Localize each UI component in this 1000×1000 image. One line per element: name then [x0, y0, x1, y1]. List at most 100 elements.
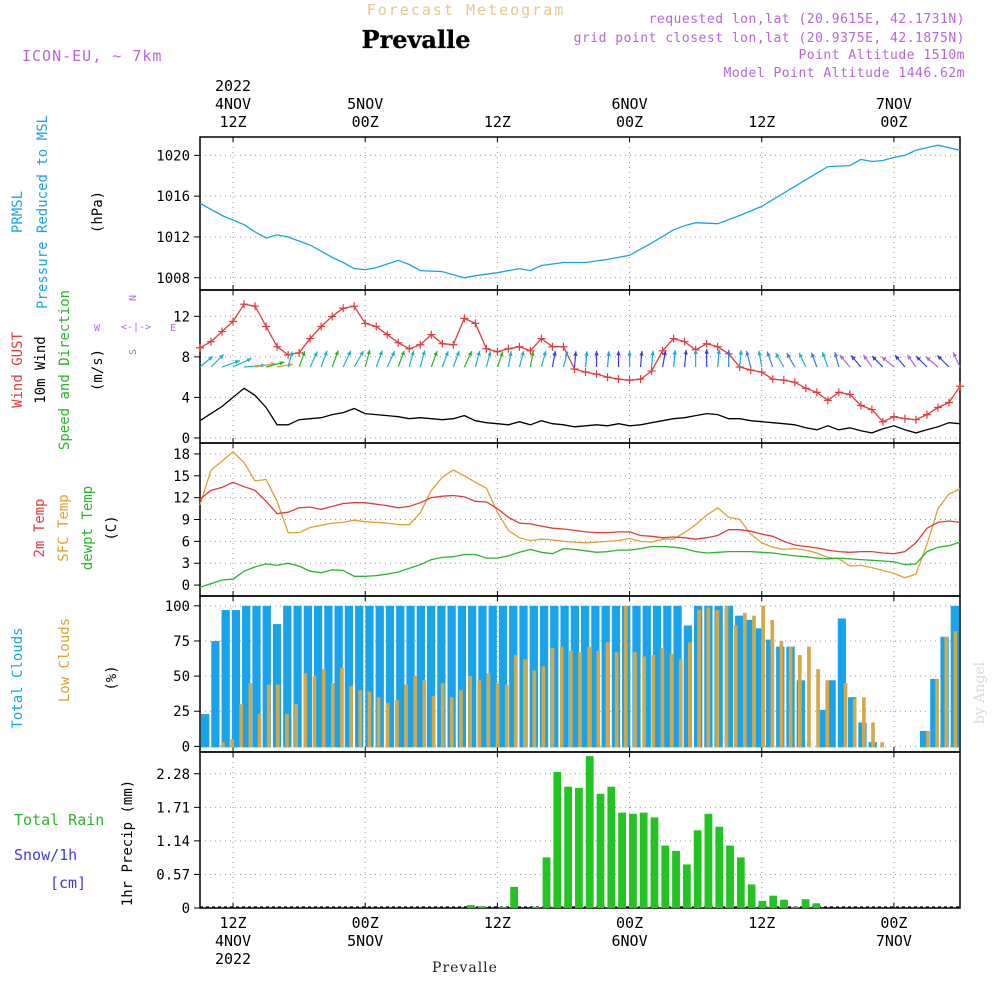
- gust-marker: [229, 317, 238, 326]
- wind-arrowhead: [433, 350, 438, 356]
- gust-marker: [757, 368, 766, 377]
- time-label-bottom: 12Z: [748, 914, 775, 932]
- y-tick-label: 1008: [156, 271, 190, 287]
- gust-marker: [911, 415, 920, 424]
- low-cloud-bar: [578, 652, 582, 748]
- low-cloud-bar: [880, 742, 884, 748]
- gust-marker: [746, 366, 755, 375]
- wind-arrowhead: [766, 351, 771, 357]
- temp-unit: (C): [104, 515, 120, 540]
- low-cloud-bar: [477, 680, 482, 748]
- low-cloud-bar: [935, 678, 939, 748]
- precip-bar: [531, 906, 540, 908]
- low-cloud-bar: [285, 714, 289, 748]
- low-cloud-bar: [321, 669, 326, 748]
- low-cloud-bar: [312, 676, 317, 748]
- time-label-top: 00Z: [880, 113, 907, 131]
- wind-arrowhead: [400, 350, 405, 356]
- total-cloud-bar: [724, 605, 734, 748]
- time-label-bottom: 2022: [215, 950, 251, 968]
- wind-arrowhead: [925, 356, 931, 362]
- precip-bar: [747, 884, 756, 908]
- compass-n: N: [128, 295, 139, 301]
- low-cloud-bar: [449, 697, 454, 748]
- wind-arrowhead: [313, 351, 318, 357]
- total-cloud-bar: [468, 605, 477, 748]
- total-cloud-bar: [334, 605, 343, 748]
- time-label-bottom: 00Z: [616, 914, 643, 932]
- wind-arrowhead: [520, 351, 525, 356]
- gust-marker: [647, 367, 656, 376]
- model-label: ICON-EU, ~ 7km: [22, 47, 162, 65]
- wind-arrowhead: [627, 351, 632, 356]
- precip-bar: [726, 845, 734, 908]
- wind-arrowhead: [530, 351, 535, 356]
- y-tick-label: 0: [182, 739, 190, 755]
- total-cloud-bar: [313, 605, 323, 748]
- low-cloud-bar: [431, 695, 436, 748]
- precip-panel: 0 0.57 1.14 1.71 2.28: [156, 751, 961, 917]
- wind-arrowhead: [246, 358, 252, 363]
- low-cloud-bar: [294, 704, 298, 748]
- total-cloud-bar: [437, 605, 446, 748]
- wind-arrowhead: [639, 350, 644, 356]
- total-cloud-bar: [755, 628, 764, 748]
- low-cloud-bar: [770, 619, 775, 748]
- low-cloud-bar: [742, 612, 747, 748]
- gust-marker: [702, 339, 711, 348]
- low-cloud-bar: [440, 683, 445, 748]
- wind-arrowhead: [799, 352, 804, 358]
- gust-marker: [790, 378, 799, 387]
- precip-unit: 1hr Precip (mm): [120, 780, 136, 906]
- time-label-bottom: 7NOV: [876, 932, 912, 950]
- total-cloud-bar: [570, 605, 579, 748]
- total-cloud-bar: [663, 605, 672, 748]
- gust-marker: [944, 398, 953, 407]
- dewpoint-line: [199, 541, 961, 588]
- wind-arrowhead: [421, 350, 426, 356]
- y-tick-label: 4: [182, 390, 190, 406]
- wind-arrowhead: [207, 356, 213, 361]
- y-tick-label: 6: [182, 534, 190, 550]
- low-cloud-bar: [953, 631, 958, 748]
- wind-10m-line: [199, 387, 961, 434]
- time-label-top: 12Z: [484, 113, 511, 131]
- total-cloud-bar: [242, 605, 251, 748]
- pressure-unit: (hPa): [90, 191, 106, 233]
- wind-arrowhead: [726, 349, 731, 355]
- low-cloud-bar: [486, 673, 491, 748]
- gust-marker: [801, 384, 810, 393]
- total-cloud-bar: [365, 605, 374, 748]
- gust-marker: [845, 390, 854, 399]
- y-tick-label: 9: [182, 513, 190, 529]
- y-tick-label: 12: [173, 309, 190, 325]
- panel-frame: [199, 289, 961, 444]
- low-cloud-bar: [514, 655, 518, 748]
- time-label-top: 12Z: [219, 113, 246, 131]
- low-cloud-bar: [605, 642, 610, 748]
- wind-arrowhead: [716, 349, 721, 355]
- low-cloud-bar: [843, 683, 848, 748]
- total-cloud-bar: [385, 605, 395, 748]
- wind-arrowhead: [573, 351, 578, 356]
- low-cloud-bar: [614, 652, 619, 748]
- wind-arrowhead: [606, 351, 611, 356]
- low-cloud-bar: [587, 646, 591, 748]
- total-cloud-bar: [221, 610, 230, 748]
- total-cloud-bar: [488, 605, 497, 748]
- low-cloud-bar: [303, 673, 308, 748]
- wind-arrowhead: [378, 350, 383, 356]
- total-cloud-bar: [765, 639, 775, 748]
- wind-arrowhead: [881, 356, 887, 362]
- gust-marker: [427, 330, 436, 339]
- total-cloud-bar: [201, 714, 210, 748]
- low-cloud-bar: [642, 656, 646, 748]
- gust-marker: [713, 342, 722, 351]
- total-cloud-bar: [416, 605, 425, 748]
- low-cloud-bar: [248, 683, 253, 748]
- low-cloud-bar: [862, 697, 866, 748]
- y-tick-label: 1.71: [156, 800, 190, 816]
- low-cloud-bar: [633, 652, 637, 748]
- pressure-panel: 1008 1012 1016 1020: [156, 136, 961, 291]
